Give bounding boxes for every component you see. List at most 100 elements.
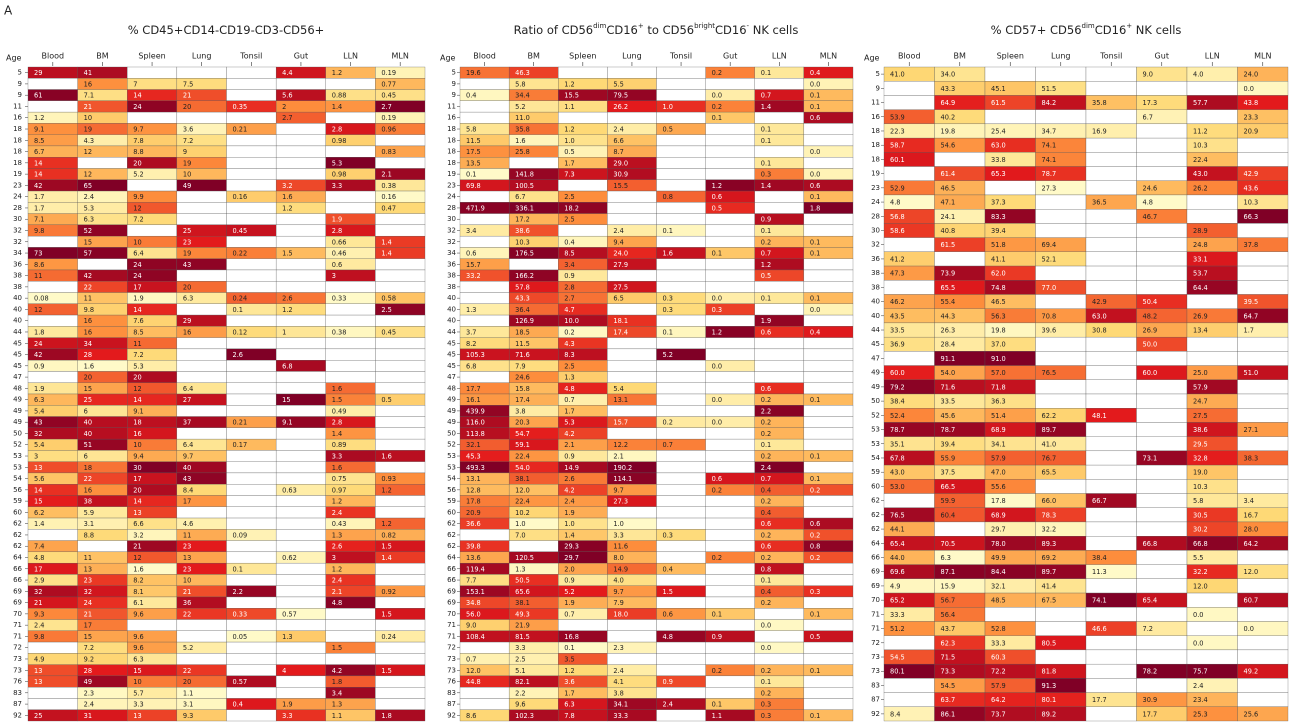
cell-label: 67.8 <box>890 454 905 462</box>
cell-label: 9.7 <box>613 588 624 596</box>
cell-label: 25 <box>183 227 191 235</box>
row-label: 83 <box>871 681 880 689</box>
cell-label: 20 <box>133 159 141 167</box>
cell-label: 60.0 <box>890 369 905 377</box>
row-label: 73 <box>447 655 456 663</box>
cell-label: 17.5 <box>466 148 481 156</box>
cell-label: 0.5 <box>761 272 772 280</box>
cell-label: 0.45 <box>233 227 248 235</box>
cell-label: 47.1 <box>941 199 956 207</box>
empty-cell <box>656 484 706 496</box>
column-header: Lung <box>192 52 212 61</box>
empty-cell <box>607 619 657 631</box>
cell-label: 13.1 <box>613 396 628 404</box>
column-header: LLN <box>1205 52 1220 61</box>
empty-cell <box>803 360 854 372</box>
cell-label: 29 <box>183 317 191 325</box>
cell-label: 3.4 <box>332 689 343 697</box>
cell-label: 0.0 <box>1244 85 1255 93</box>
cell-label: 0.88 <box>332 92 347 100</box>
empty-cell <box>705 235 755 248</box>
empty-cell <box>754 653 805 665</box>
cell-label: 0.35 <box>233 103 248 111</box>
cell-label: 83.3 <box>991 213 1006 221</box>
cell-label: 7.2 <box>183 137 194 145</box>
empty-cell <box>1035 393 1087 409</box>
cell-label: 37.3 <box>991 199 1006 207</box>
cell-label: 3.3 <box>332 182 343 190</box>
empty-cell <box>1085 166 1137 181</box>
cell-label: 63.0 <box>1092 312 1107 320</box>
cell-label: 30.8 <box>1092 327 1107 335</box>
row-label: 62 <box>871 497 880 505</box>
row-label: 87 <box>13 700 22 708</box>
cell-label: 81.5 <box>515 633 530 641</box>
cell-label: 7.0 <box>515 531 526 539</box>
cell-label: 0.92 <box>381 588 396 596</box>
cell-label: 29 <box>34 69 42 77</box>
row-label: 9 <box>18 80 22 88</box>
row-label: 71 <box>447 632 456 640</box>
row-label: 48 <box>447 384 456 392</box>
cell-label: 21 <box>183 588 191 596</box>
cell-label: 8.5 <box>564 250 575 258</box>
empty-cell <box>375 405 426 417</box>
empty-cell <box>375 506 426 519</box>
cell-label: 50.4 <box>1143 298 1158 306</box>
cell-label: 0.0 <box>712 419 723 427</box>
empty-cell <box>1085 152 1137 167</box>
cell-label: 26.3 <box>941 327 956 335</box>
empty-cell <box>27 698 78 710</box>
empty-cell <box>275 529 326 541</box>
cell-label: 0.0 <box>1193 639 1204 647</box>
row-label: 70 <box>13 610 22 618</box>
cell-label: 69.2 <box>1042 554 1057 562</box>
cell-label: 15.8 <box>515 385 530 393</box>
row-label: 66 <box>13 565 22 573</box>
cell-label: 4.2 <box>564 430 575 438</box>
cell-label: 57.9 <box>991 454 1006 462</box>
cell-label: 0.2 <box>761 554 772 562</box>
empty-cell <box>656 653 706 665</box>
cell-label: 38.4 <box>890 398 905 406</box>
cell-label: 2.5 <box>381 306 392 314</box>
cell-label: 32 <box>34 430 42 438</box>
cell-label: 78.7 <box>890 426 905 434</box>
row-label: 18 <box>871 155 880 163</box>
cell-label: 0.6 <box>332 261 343 269</box>
cell-label: 71.6 <box>515 351 530 359</box>
empty-cell <box>226 111 277 124</box>
row-label: 11 <box>447 102 456 110</box>
empty-cell <box>1237 464 1289 480</box>
row-label: 30 <box>871 227 880 235</box>
cell-label: 15 <box>34 498 42 506</box>
cell-label: 5.3 <box>332 159 343 167</box>
cell-label: 0.8 <box>810 543 821 551</box>
empty-cell <box>275 562 326 575</box>
cell-label: 51.4 <box>991 412 1006 420</box>
empty-cell <box>656 664 706 677</box>
empty-cell <box>226 157 277 169</box>
empty-cell <box>325 190 376 203</box>
row-label: 69 <box>447 599 456 607</box>
cell-label: 0.38 <box>381 182 396 190</box>
cell-label: 7.1 <box>84 92 95 100</box>
cell-label: 15.5 <box>613 182 628 190</box>
row-label: 16 <box>447 114 456 122</box>
cell-label: 60.4 <box>941 511 956 519</box>
cell-label: 0.58 <box>381 295 396 303</box>
cell-label: 21 <box>84 103 92 111</box>
empty-cell <box>375 213 426 226</box>
cell-label: 18 <box>133 419 141 427</box>
cell-label: 38.1 <box>515 475 530 483</box>
cell-label: 0.1 <box>663 328 674 336</box>
cell-label: 3.6 <box>183 126 194 134</box>
cell-label: 0.9 <box>564 577 575 585</box>
cell-label: 56.7 <box>941 597 956 605</box>
empty-cell <box>176 213 227 226</box>
row-label: 69 <box>13 599 22 607</box>
empty-cell <box>176 360 227 372</box>
cell-label: 471.9 <box>466 204 485 212</box>
row-label: 40 <box>447 305 456 313</box>
cell-label: 9.8 <box>34 227 45 235</box>
